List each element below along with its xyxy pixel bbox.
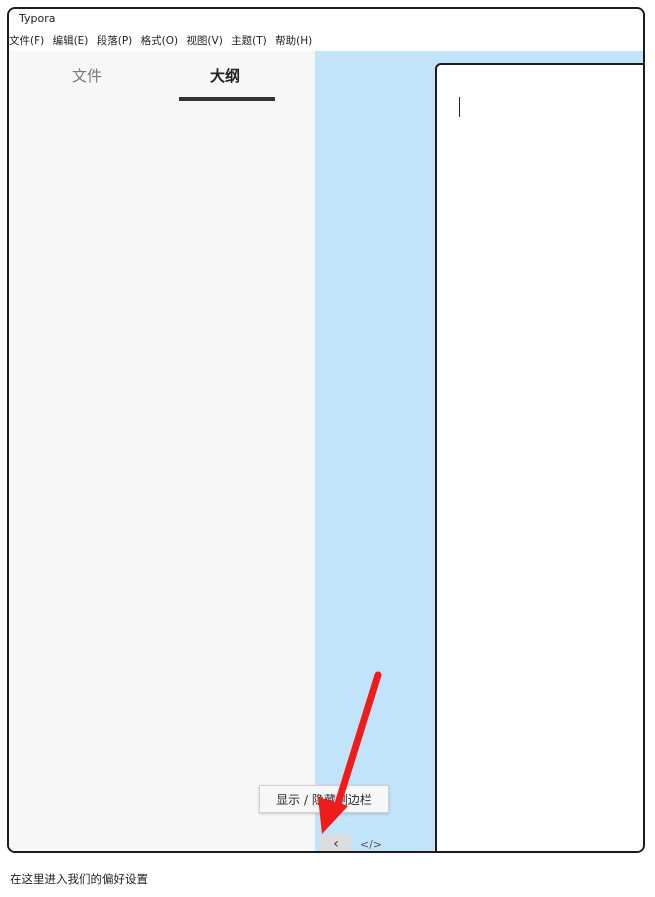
chevron-left-icon: ‹ [333, 836, 339, 852]
menu-bar: 文件(F) 编辑(E) 段落(P) 格式(O) 视图(V) 主题(T) 帮助(H… [9, 31, 643, 51]
text-cursor [459, 97, 460, 117]
tab-files[interactable]: 文件 [71, 67, 102, 85]
editor-document[interactable] [435, 63, 643, 851]
window-title: Typora [19, 12, 56, 25]
source-mode-button[interactable]: </> [359, 834, 383, 851]
sidebar-tabs: 文件 大纲 [9, 51, 315, 101]
menu-help[interactable]: 帮助(H) [275, 35, 313, 47]
sidebar: 文件 大纲 [9, 51, 315, 851]
active-tab-indicator [179, 97, 275, 101]
sidebar-toggle-tooltip: 显示 / 隐藏侧边栏 [259, 785, 389, 813]
sidebar-footer: ‹ </> [315, 834, 435, 852]
menu-theme[interactable]: 主题(T) [231, 35, 267, 47]
title-bar: Typora [9, 9, 643, 29]
menu-format[interactable]: 格式(O) [140, 35, 179, 47]
menu-edit[interactable]: 编辑(E) [52, 35, 89, 47]
menu-view[interactable]: 视图(V) [186, 35, 223, 47]
toggle-sidebar-button[interactable]: ‹ [321, 834, 351, 852]
app-window: Typora 文件(F) 编辑(E) 段落(P) 格式(O) 视图(V) 主题(… [7, 7, 645, 853]
tab-outline[interactable]: 大纲 [209, 67, 240, 85]
caption-text: 在这里进入我们的偏好设置 [10, 872, 148, 886]
menu-paragraph[interactable]: 段落(P) [96, 35, 133, 47]
menu-file[interactable]: 文件(F) [9, 35, 45, 47]
code-icon: </> [359, 838, 383, 851]
